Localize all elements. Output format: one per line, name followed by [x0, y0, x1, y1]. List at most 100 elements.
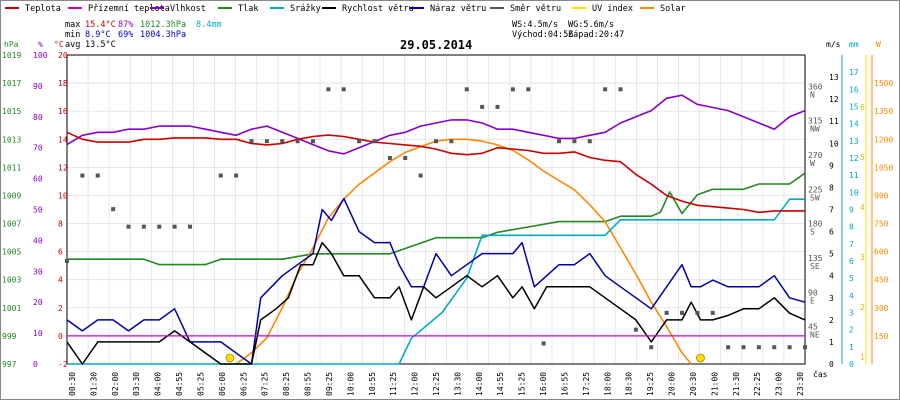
ytick-w: 300	[874, 304, 889, 313]
xtick-label: 05:25	[196, 372, 205, 396]
ytick-hpa: 997	[2, 360, 17, 369]
smer-point	[65, 259, 69, 263]
rain-total: 8.4mm	[196, 20, 222, 30]
ytick-uv: 6	[860, 103, 865, 112]
ytick-dir: 90	[808, 288, 818, 297]
smer-point	[172, 224, 177, 229]
xtick-label: 19:25	[646, 372, 655, 396]
ytick-pct: 30	[33, 267, 43, 276]
ytick-hpa: 1009	[2, 191, 21, 200]
ytick-hpa: 999	[2, 332, 17, 341]
xtick-label: 10:00	[346, 372, 355, 396]
ytick-uv: 5	[860, 153, 865, 162]
smer-point	[741, 345, 746, 350]
ytick-hpa: 1017	[2, 79, 21, 88]
ytick-ms: 4	[829, 272, 834, 281]
xtick-label: 00:30	[68, 372, 77, 396]
ytick-mm: 9	[849, 206, 854, 215]
xtick-label: 21:30	[732, 372, 741, 396]
ytick-mm: 4	[849, 291, 854, 300]
ytick-w: 150	[874, 332, 889, 341]
ytick-dir: 360	[808, 82, 823, 91]
ytick-pct: 40	[33, 236, 43, 245]
smer-point	[218, 173, 223, 178]
smer-point	[495, 104, 500, 109]
ytick-ms: 13	[829, 73, 839, 82]
wind-gust-info: WG:5.6m/s	[568, 20, 614, 30]
min-hum: 69%	[118, 30, 133, 40]
ytick-degc: 20	[58, 51, 68, 60]
ytick-degc: 16	[58, 107, 68, 116]
stats-block: max 15.4°C 87% 1012.3hPa 8.4mm min 8.9°C…	[65, 20, 222, 50]
ytick-mm: 10	[849, 188, 859, 197]
smer-point	[295, 139, 300, 144]
smer-point	[618, 87, 623, 92]
ytick-mm: 15	[849, 103, 859, 112]
svg-text:max: max	[65, 20, 80, 30]
avg-label: avg	[65, 40, 80, 50]
sunrise-info: Východ:04:56	[512, 30, 573, 40]
legend-label-tlak: Tlak	[238, 4, 258, 14]
smer-point	[803, 345, 807, 350]
unit-pct: %	[38, 40, 43, 49]
ytick-w: 750	[874, 220, 889, 229]
ytick-ms: 0	[829, 360, 834, 369]
smer-point	[572, 139, 577, 144]
ytick-uv: 4	[860, 203, 865, 212]
ytick-hpa: 1005	[2, 248, 21, 257]
ytick-w: 1200	[874, 135, 893, 144]
xtick-label: 13:30	[453, 372, 462, 396]
smer-point	[387, 156, 392, 160]
legend-label-solar: Solar	[660, 4, 686, 14]
smer-point	[680, 310, 684, 315]
smer-point	[695, 310, 700, 315]
smer-point	[649, 345, 654, 350]
xtick-label: 06:00	[218, 372, 227, 396]
ytick-ms: 3	[829, 294, 834, 303]
smer-point	[157, 224, 162, 229]
ytick-ms: 12	[829, 95, 839, 104]
xtick-label: 17:25	[582, 372, 591, 396]
legend-label-prizemni: Přízemní teplota	[88, 4, 170, 14]
smer-point	[633, 327, 638, 332]
ytick-w: 1500	[874, 79, 893, 88]
series-rychlost	[66, 241, 806, 365]
series-tlak	[67, 172, 806, 266]
xtick-label: 12:00	[411, 372, 420, 396]
uv-point	[225, 353, 235, 363]
xtick-label: 20:30	[689, 372, 698, 396]
smer-point	[234, 173, 239, 178]
wind-speed-info: WS:4.5m/s	[512, 20, 558, 30]
ytick-degc: 0	[58, 332, 63, 341]
smer-point	[126, 224, 131, 229]
smer-point	[603, 87, 608, 92]
ytick-degc: 6	[58, 248, 63, 257]
ytick-ms: 8	[829, 183, 834, 192]
ytick-hpa: 1003	[2, 276, 21, 285]
ytick-dir-name: NW	[810, 125, 820, 134]
xtick-label: 18:00	[603, 372, 612, 396]
ytick-hpa: 1019	[2, 51, 21, 60]
ytick-dir-name: N	[810, 90, 815, 99]
ytick-pct: 100	[33, 51, 48, 60]
ytick-degc: 14	[58, 135, 68, 144]
ytick-hpa: 1007	[2, 220, 21, 229]
legend-label-smer: Směr větru	[510, 4, 561, 14]
series-vlhkost	[66, 94, 806, 155]
xtick-label: 02:00	[111, 372, 120, 396]
ytick-degc: 10	[58, 191, 68, 200]
ytick-mm: 8	[849, 223, 854, 232]
ytick-dir-name: E	[810, 296, 815, 305]
ytick-pct: 60	[33, 175, 43, 184]
smer-point	[418, 173, 423, 178]
min-press: 1004.3hPa	[140, 30, 186, 40]
xtick-label: 08:55	[304, 372, 313, 396]
smer-point	[80, 173, 85, 178]
ytick-mm: 16	[849, 85, 859, 94]
smer-point	[95, 173, 100, 178]
ytick-pct: 90	[33, 82, 43, 91]
ytick-w: 450	[874, 276, 889, 285]
ytick-mm: 11	[849, 171, 859, 180]
